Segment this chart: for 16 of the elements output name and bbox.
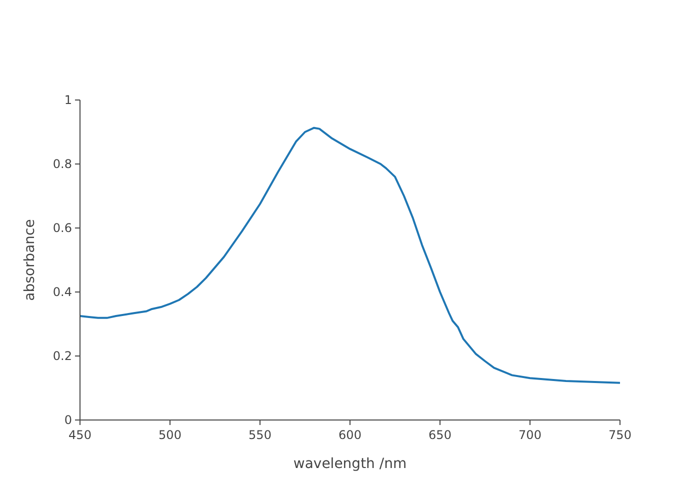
x-tick-label: 550: [248, 428, 272, 442]
y-tick-label: 0.4: [52, 285, 72, 299]
y-tick-label: 0.2: [52, 349, 72, 363]
x-tick-label: 750: [608, 428, 632, 442]
x-tick-label: 500: [158, 428, 182, 442]
y-axis-title: absorbance: [22, 219, 38, 301]
x-tick-label: 450: [68, 428, 92, 442]
x-axis-title: wavelength /nm: [293, 456, 407, 472]
x-tick-label: 650: [428, 428, 452, 442]
y-tick-label: 1: [64, 93, 72, 107]
y-tick-label: 0: [64, 413, 72, 427]
y-tick-label: 0.8: [52, 157, 72, 171]
x-tick-label: 600: [338, 428, 362, 442]
y-tick-label: 0.6: [52, 221, 72, 235]
x-tick-label: 700: [518, 428, 542, 442]
line-series: [79, 126, 621, 384]
